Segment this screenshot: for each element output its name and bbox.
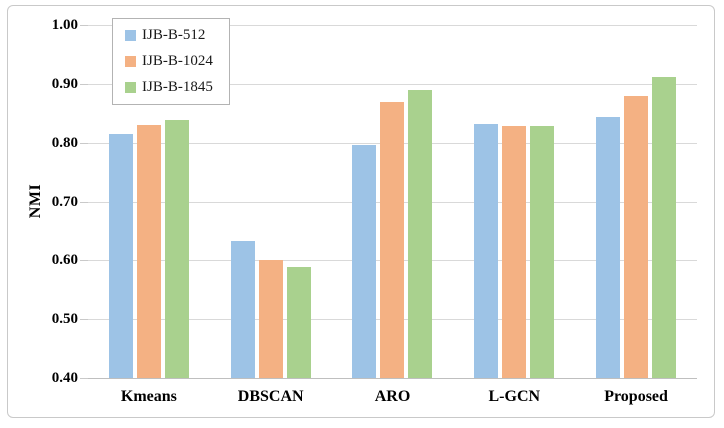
x-tick-label: DBSCAN: [237, 388, 304, 405]
y-tick-label: 0.50: [51, 311, 78, 328]
y-tick-mark: [80, 83, 88, 85]
legend-swatch-icon: [125, 81, 136, 93]
bar-ijb-b-1845-kmeans: [164, 120, 189, 378]
bar-ijb-b-512-dbscan: [230, 240, 255, 378]
y-tick-mark: [80, 142, 88, 144]
x-tick-label: ARO: [374, 388, 411, 405]
y-tick-label: 0.60: [51, 252, 78, 269]
bar-ijb-b-1024-l-gcn: [502, 126, 527, 378]
y-tick-label: 1.00: [51, 17, 78, 33]
bar-group-l-gcn: [453, 25, 575, 378]
legend-label: IJB-B-1024: [142, 52, 213, 69]
legend-entry-ijb-b-1024: IJB-B-1024: [125, 53, 223, 70]
bar-ijb-b-512-kmeans: [108, 133, 133, 378]
legend: IJB-B-512 IJB-B-1024 IJB-B-1845: [112, 18, 230, 105]
y-tick-mark: [80, 201, 88, 203]
y-tick-label: 0.40: [51, 370, 78, 386]
gridline: [88, 25, 697, 26]
bar-ijb-b-1845-proposed: [652, 76, 677, 378]
bar-group-kmeans: [88, 25, 210, 378]
y-tick-mark: [80, 319, 88, 321]
y-tick-label: 0.70: [51, 193, 78, 210]
bar-group-aro: [332, 25, 454, 378]
bar-ijb-b-1845-aro: [408, 89, 433, 378]
legend-swatch-icon: [125, 30, 136, 42]
bar-ijb-b-1024-dbscan: [258, 259, 283, 378]
x-tick-label: L-GCN: [488, 388, 541, 405]
x-tick-label: Proposed: [604, 388, 668, 405]
legend-label: IJB-B-1845: [142, 78, 213, 95]
legend-entry-ijb-b-512: IJB-B-512: [125, 27, 223, 44]
bar-ijb-b-512-aro: [352, 145, 377, 378]
x-axis-line: [88, 378, 697, 379]
bar-group-dbscan: [210, 25, 332, 378]
bar-ijb-b-1024-aro: [380, 102, 405, 378]
bar-ijb-b-512-l-gcn: [474, 123, 499, 378]
gridline: [88, 83, 697, 85]
y-tick-label: 0.90: [51, 75, 78, 92]
legend-label: IJB-B-512: [142, 27, 206, 44]
bar-ijb-b-1845-l-gcn: [530, 125, 555, 378]
legend-entry-ijb-b-1845: IJB-B-1845: [125, 79, 223, 96]
bar-ijb-b-512-proposed: [596, 116, 621, 378]
bar-ijb-b-1024-proposed: [624, 96, 649, 378]
bar-group-proposed: [575, 25, 697, 378]
y-tick-label: 0.80: [51, 134, 78, 151]
y-tick-mark: [80, 378, 88, 379]
y-tick-mark: [80, 25, 88, 26]
bar-ijb-b-1845-dbscan: [286, 266, 311, 378]
bar-ijb-b-1024-kmeans: [136, 125, 161, 378]
legend-swatch-icon: [125, 55, 136, 67]
x-tick-label: Kmeans: [120, 388, 177, 405]
y-tick-mark: [80, 260, 88, 262]
